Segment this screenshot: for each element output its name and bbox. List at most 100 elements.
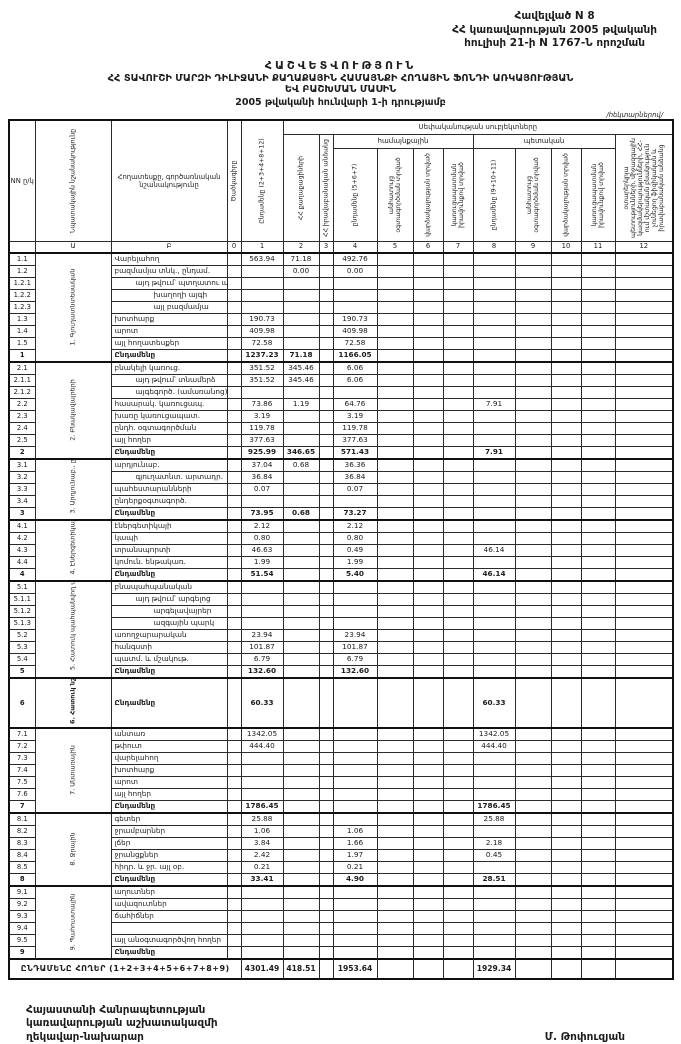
- value-cell-col6: [413, 544, 443, 556]
- column-number: 3: [319, 241, 333, 253]
- value-cell-col11: [581, 544, 615, 556]
- appendix-line: Հավելված N 8: [452, 10, 657, 24]
- value-cell-col12: [615, 386, 673, 398]
- row-number: 1.4: [9, 325, 35, 337]
- column-number: Ա: [35, 241, 111, 253]
- value-cell-col3: [319, 398, 333, 410]
- row-number: 8.2: [9, 825, 35, 837]
- code-cell: [227, 459, 241, 472]
- value-cell-col8: 1786.45: [473, 800, 515, 813]
- value-cell-col6: [413, 813, 443, 826]
- value-cell-col6: [413, 349, 443, 362]
- value-cell-col7: [443, 544, 473, 556]
- land-type-label: գետեր: [111, 813, 227, 826]
- value-cell-col6: [413, 776, 443, 788]
- value-cell-col1: 377.63: [241, 434, 283, 446]
- land-type-label: այլ հողեր: [111, 788, 227, 800]
- land-type-label: բնապահպանական: [111, 581, 227, 594]
- value-cell-col12: [615, 593, 673, 605]
- signatory-title-line: կառավարության աշխատակազմի: [26, 1017, 218, 1031]
- value-cell-col2: [283, 813, 319, 826]
- value-cell-col5: [377, 301, 413, 313]
- value-cell-col11: [581, 495, 615, 507]
- value-cell-col11: [581, 629, 615, 641]
- land-type-label: Վարելահող: [111, 253, 227, 266]
- value-cell-col10: [551, 752, 581, 764]
- col-header-foreign: օտարերկրյա պետությունների, միջազգային կա…: [615, 134, 673, 241]
- value-cell-col7: [443, 507, 473, 520]
- grand-total-col3: [319, 959, 333, 979]
- col-header-nn: NN ը/կ: [9, 120, 35, 242]
- row-number: 6: [9, 678, 35, 728]
- value-cell-col8: [473, 556, 515, 568]
- value-cell-col3: [319, 764, 333, 776]
- value-cell-col4: 119.78: [333, 422, 377, 434]
- row-number: 9.5: [9, 934, 35, 946]
- value-cell-col11: [581, 665, 615, 678]
- code-cell: [227, 800, 241, 813]
- value-cell-col2: [283, 898, 319, 910]
- value-cell-col8: [473, 301, 515, 313]
- value-cell-col7: [443, 629, 473, 641]
- row-number: 4: [9, 568, 35, 581]
- value-cell-col5: [377, 362, 413, 375]
- code-cell: [227, 837, 241, 849]
- code-cell: [227, 349, 241, 362]
- value-cell-col6: [413, 581, 443, 594]
- value-cell-col3: [319, 849, 333, 861]
- value-cell-col7: [443, 813, 473, 826]
- column-number: 6: [413, 241, 443, 253]
- title-line: ՀԱՇՎԵՏՎՈՒԹՅՈՒՆ: [8, 59, 673, 72]
- value-cell-col6: [413, 898, 443, 910]
- land-type-label: պատմ. և մշակութ.: [111, 653, 227, 665]
- value-cell-col2: [283, 922, 319, 934]
- value-cell-col4: 571.43: [333, 446, 377, 459]
- row-number: 8: [9, 873, 35, 886]
- row-number: 1.5: [9, 337, 35, 349]
- value-cell-col11: [581, 277, 615, 289]
- value-cell-col11: [581, 581, 615, 594]
- value-cell-col2: [283, 886, 319, 899]
- value-cell-col5: [377, 386, 413, 398]
- value-cell-col12: [615, 861, 673, 873]
- row-number: 1.2.1: [9, 277, 35, 289]
- value-cell-col11: [581, 861, 615, 873]
- land-type-label: էներգետիկայի: [111, 520, 227, 533]
- value-cell-col7: [443, 665, 473, 678]
- value-cell-col3: [319, 946, 333, 959]
- value-cell-col12: [615, 544, 673, 556]
- value-cell-col2: [283, 764, 319, 776]
- section-label-text: 1. Գյուղատնտեսական: [69, 261, 76, 354]
- value-cell-col12: [615, 520, 673, 533]
- value-cell-col3: [319, 568, 333, 581]
- value-cell-col2: 0.00: [283, 265, 319, 277]
- row-number: 7.6: [9, 788, 35, 800]
- value-cell-col8: 7.91: [473, 398, 515, 410]
- section-label: 9. Պահուստային: [35, 886, 111, 959]
- value-cell-col10: [551, 641, 581, 653]
- value-cell-col1: [241, 386, 283, 398]
- value-cell-col4: 132.60: [333, 665, 377, 678]
- value-cell-col7: [443, 788, 473, 800]
- value-cell-col8: [473, 422, 515, 434]
- value-cell-col6: [413, 605, 443, 617]
- row-number: 5.1.2: [9, 605, 35, 617]
- value-cell-col3: [319, 581, 333, 594]
- value-cell-col1: [241, 946, 283, 959]
- value-cell-col9: [515, 446, 551, 459]
- value-cell-col12: [615, 325, 673, 337]
- value-cell-col1: 33.41: [241, 873, 283, 886]
- value-cell-col3: [319, 349, 333, 362]
- value-cell-col11: [581, 568, 615, 581]
- value-cell-col11: [581, 910, 615, 922]
- row-number: 7.2: [9, 740, 35, 752]
- value-cell-col11: [581, 483, 615, 495]
- value-cell-col6: [413, 934, 443, 946]
- value-cell-col10: [551, 934, 581, 946]
- row-number: 5: [9, 665, 35, 678]
- value-cell-col4: [333, 581, 377, 594]
- land-type-label: լճեր: [111, 837, 227, 849]
- value-cell-col8: [473, 253, 515, 266]
